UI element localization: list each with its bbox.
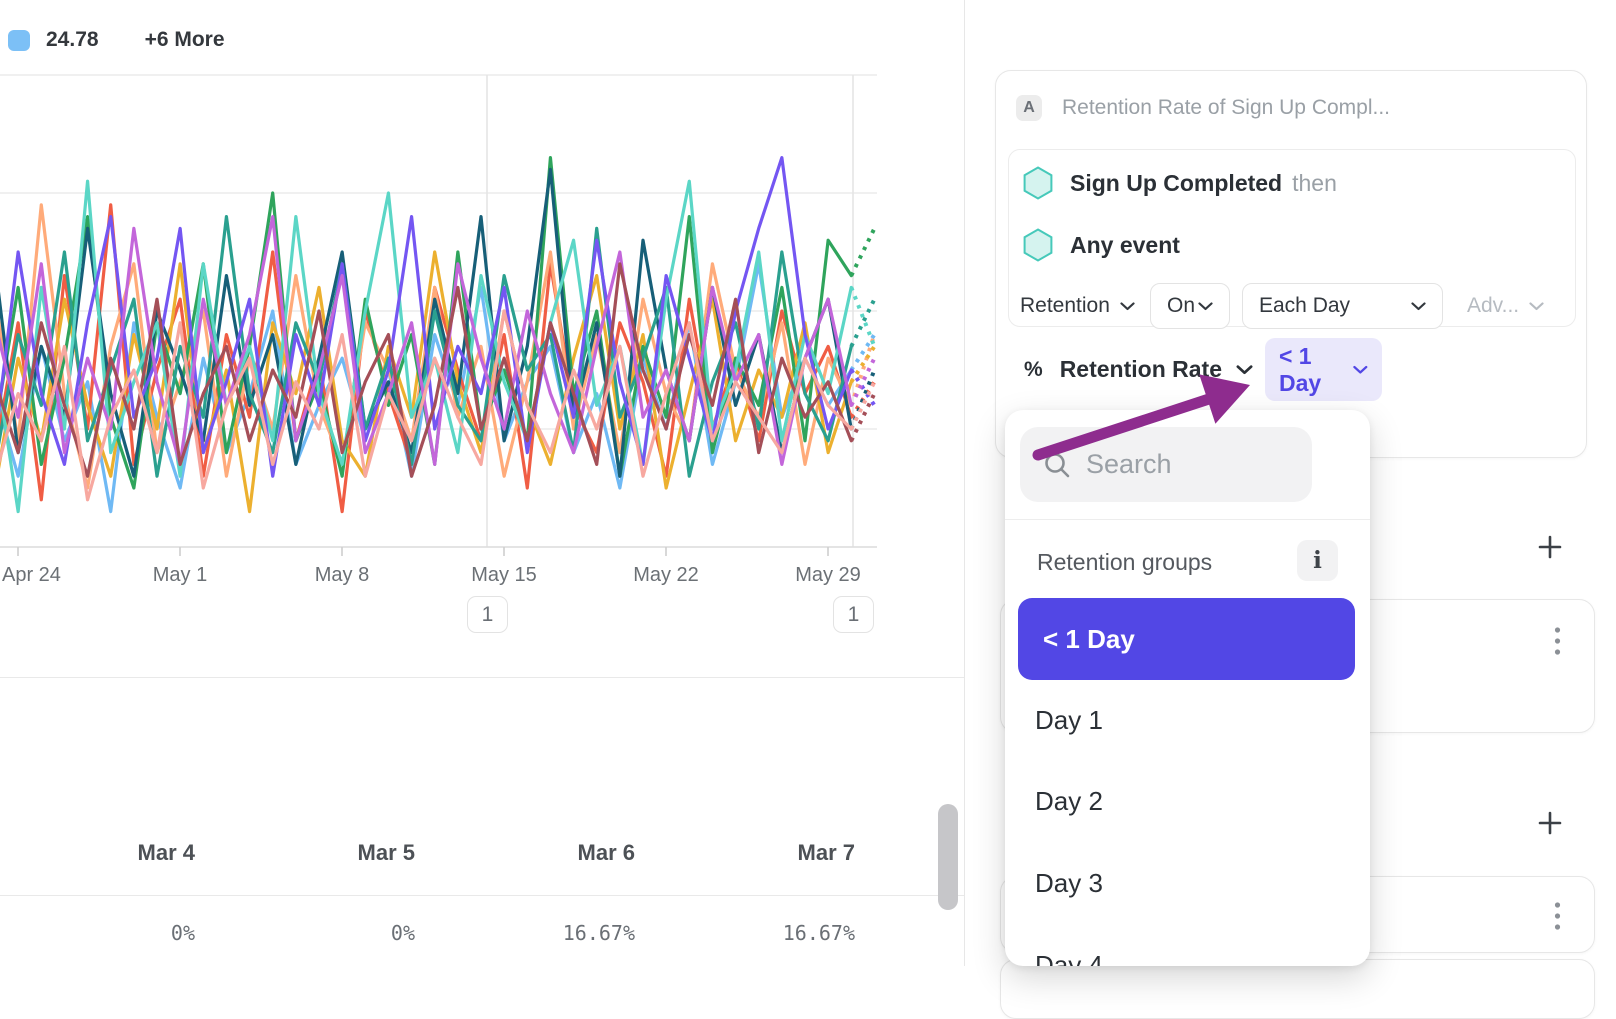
interval-label: Each Day <box>1259 294 1351 317</box>
retention-group-dropdown[interactable]: < 1 Day <box>1264 338 1382 401</box>
hexagon-event-icon <box>1023 228 1053 262</box>
table-header-mar5: Mar 5 <box>357 840 415 865</box>
table-header-divider <box>0 895 964 896</box>
table-header-mar4: Mar 4 <box>137 840 195 865</box>
table-cell-mar6: 16.67% <box>562 921 635 945</box>
table-cell-mar7: 16.67% <box>782 921 855 945</box>
menu-item-day-2[interactable]: Day 2 <box>1035 786 1103 816</box>
table-header-mar7: Mar 7 <box>797 840 855 865</box>
retention-group-value: < 1 Day <box>1278 342 1322 396</box>
advanced-label: Adv... <box>1467 294 1520 317</box>
event-row-any-event[interactable]: Any event <box>1023 225 1180 265</box>
chart-legend: 24.78 +6 More <box>8 28 225 52</box>
retention-controls-row: Retention On Each Day Adv... <box>1020 283 1544 329</box>
legend-more-button[interactable]: +6 More <box>144 28 225 51</box>
event-a-card: A Retention Rate of Sign Up Compl... Sig… <box>995 70 1587 458</box>
chart-panel: 24.78 +6 More Apr 24 May 1 May 8 May 15 May … <box>0 0 964 945</box>
event-a-badge: A <box>1016 95 1042 121</box>
vertical-scrollbar[interactable] <box>938 804 958 910</box>
retention-mode-dropdown[interactable]: Retention <box>1020 294 1135 318</box>
event-name[interactable]: Sign Up Completed <box>1070 169 1283 196</box>
annotation-marker-1[interactable]: 1 <box>467 596 508 633</box>
retention-group-menu: Retention groups i < 1 Day Day 1 Day 2 D… <box>1005 410 1370 966</box>
menu-item-lt-1-day-selected[interactable]: < 1 Day <box>1018 598 1355 680</box>
search-box[interactable] <box>1020 427 1312 502</box>
search-icon <box>1045 452 1070 477</box>
kebab-icon <box>1554 902 1560 930</box>
panel-divider <box>964 0 965 966</box>
x-axis-label: May 29 <box>795 564 861 586</box>
hexagon-event-icon <box>1023 166 1053 200</box>
menu-divider <box>1005 519 1370 520</box>
kebab-icon <box>1554 627 1560 655</box>
legend-value: 24.78 <box>46 28 99 51</box>
menu-item-day-4[interactable]: Day 4 <box>1035 950 1103 966</box>
table-header-mar6: Mar 6 <box>577 840 635 865</box>
section-divider <box>0 677 964 678</box>
chevron-down-icon <box>1529 301 1544 310</box>
chevron-down-icon <box>1353 365 1368 374</box>
interval-dropdown[interactable]: Each Day <box>1242 283 1443 329</box>
plus-icon <box>1538 535 1562 559</box>
query-builder-panel: A Retention Rate of Sign Up Compl... Sig… <box>965 0 1616 1019</box>
metric-dropdown[interactable]: Retention Rate <box>1059 356 1222 382</box>
metric-row: % Retention Rate < 1 Day <box>1024 338 1382 401</box>
retention-mode-label: Retention <box>1020 294 1110 317</box>
segment-card <box>1000 959 1595 1019</box>
plus-icon <box>1538 811 1562 835</box>
percent-symbol: % <box>1024 357 1043 381</box>
event-then-keyword: then <box>1292 169 1337 196</box>
chevron-down-icon <box>1411 301 1426 310</box>
advanced-dropdown[interactable]: Adv... <box>1467 294 1544 318</box>
annotation-marker-2[interactable]: 1 <box>833 596 874 633</box>
info-icon[interactable]: i <box>1297 540 1338 581</box>
add-event-button[interactable] <box>1532 529 1568 565</box>
chevron-down-icon[interactable] <box>1236 364 1253 375</box>
retention-groups-header: Retention groups <box>1037 549 1213 575</box>
menu-item-day-1[interactable]: Day 1 <box>1035 705 1103 735</box>
event-card-title: Retention Rate of Sign Up Compl... <box>1062 96 1391 119</box>
x-axis-label: May 1 <box>153 564 207 586</box>
kebab-menu-button[interactable] <box>1547 898 1567 938</box>
x-axis-label: May 22 <box>633 564 699 586</box>
x-axis-label: Apr 24 <box>2 564 61 586</box>
event-name[interactable]: Any event <box>1070 231 1180 258</box>
x-axis-label: May 8 <box>315 564 369 586</box>
search-input[interactable] <box>1086 449 1286 480</box>
event-definition-card: Sign Up Completed then Any event Retenti… <box>1008 149 1576 329</box>
retention-line-chart[interactable]: Apr 24 May 1 May 8 May 15 May 22 May 29 <box>0 0 964 660</box>
table-cell-mar5: 0% <box>390 921 415 945</box>
on-dropdown[interactable]: On <box>1150 283 1230 329</box>
table-cell-mar4: 0% <box>170 921 195 945</box>
chevron-down-icon <box>1120 301 1135 310</box>
legend-swatch <box>8 29 30 51</box>
kebab-menu-button[interactable] <box>1547 623 1567 663</box>
x-axis-label: May 15 <box>471 564 537 586</box>
chevron-down-icon <box>1198 301 1213 310</box>
on-label: On <box>1167 294 1196 317</box>
menu-item-day-3[interactable]: Day 3 <box>1035 868 1103 898</box>
event-row-signup[interactable]: Sign Up Completed then <box>1023 163 1337 203</box>
add-segment-button[interactable] <box>1532 805 1568 841</box>
